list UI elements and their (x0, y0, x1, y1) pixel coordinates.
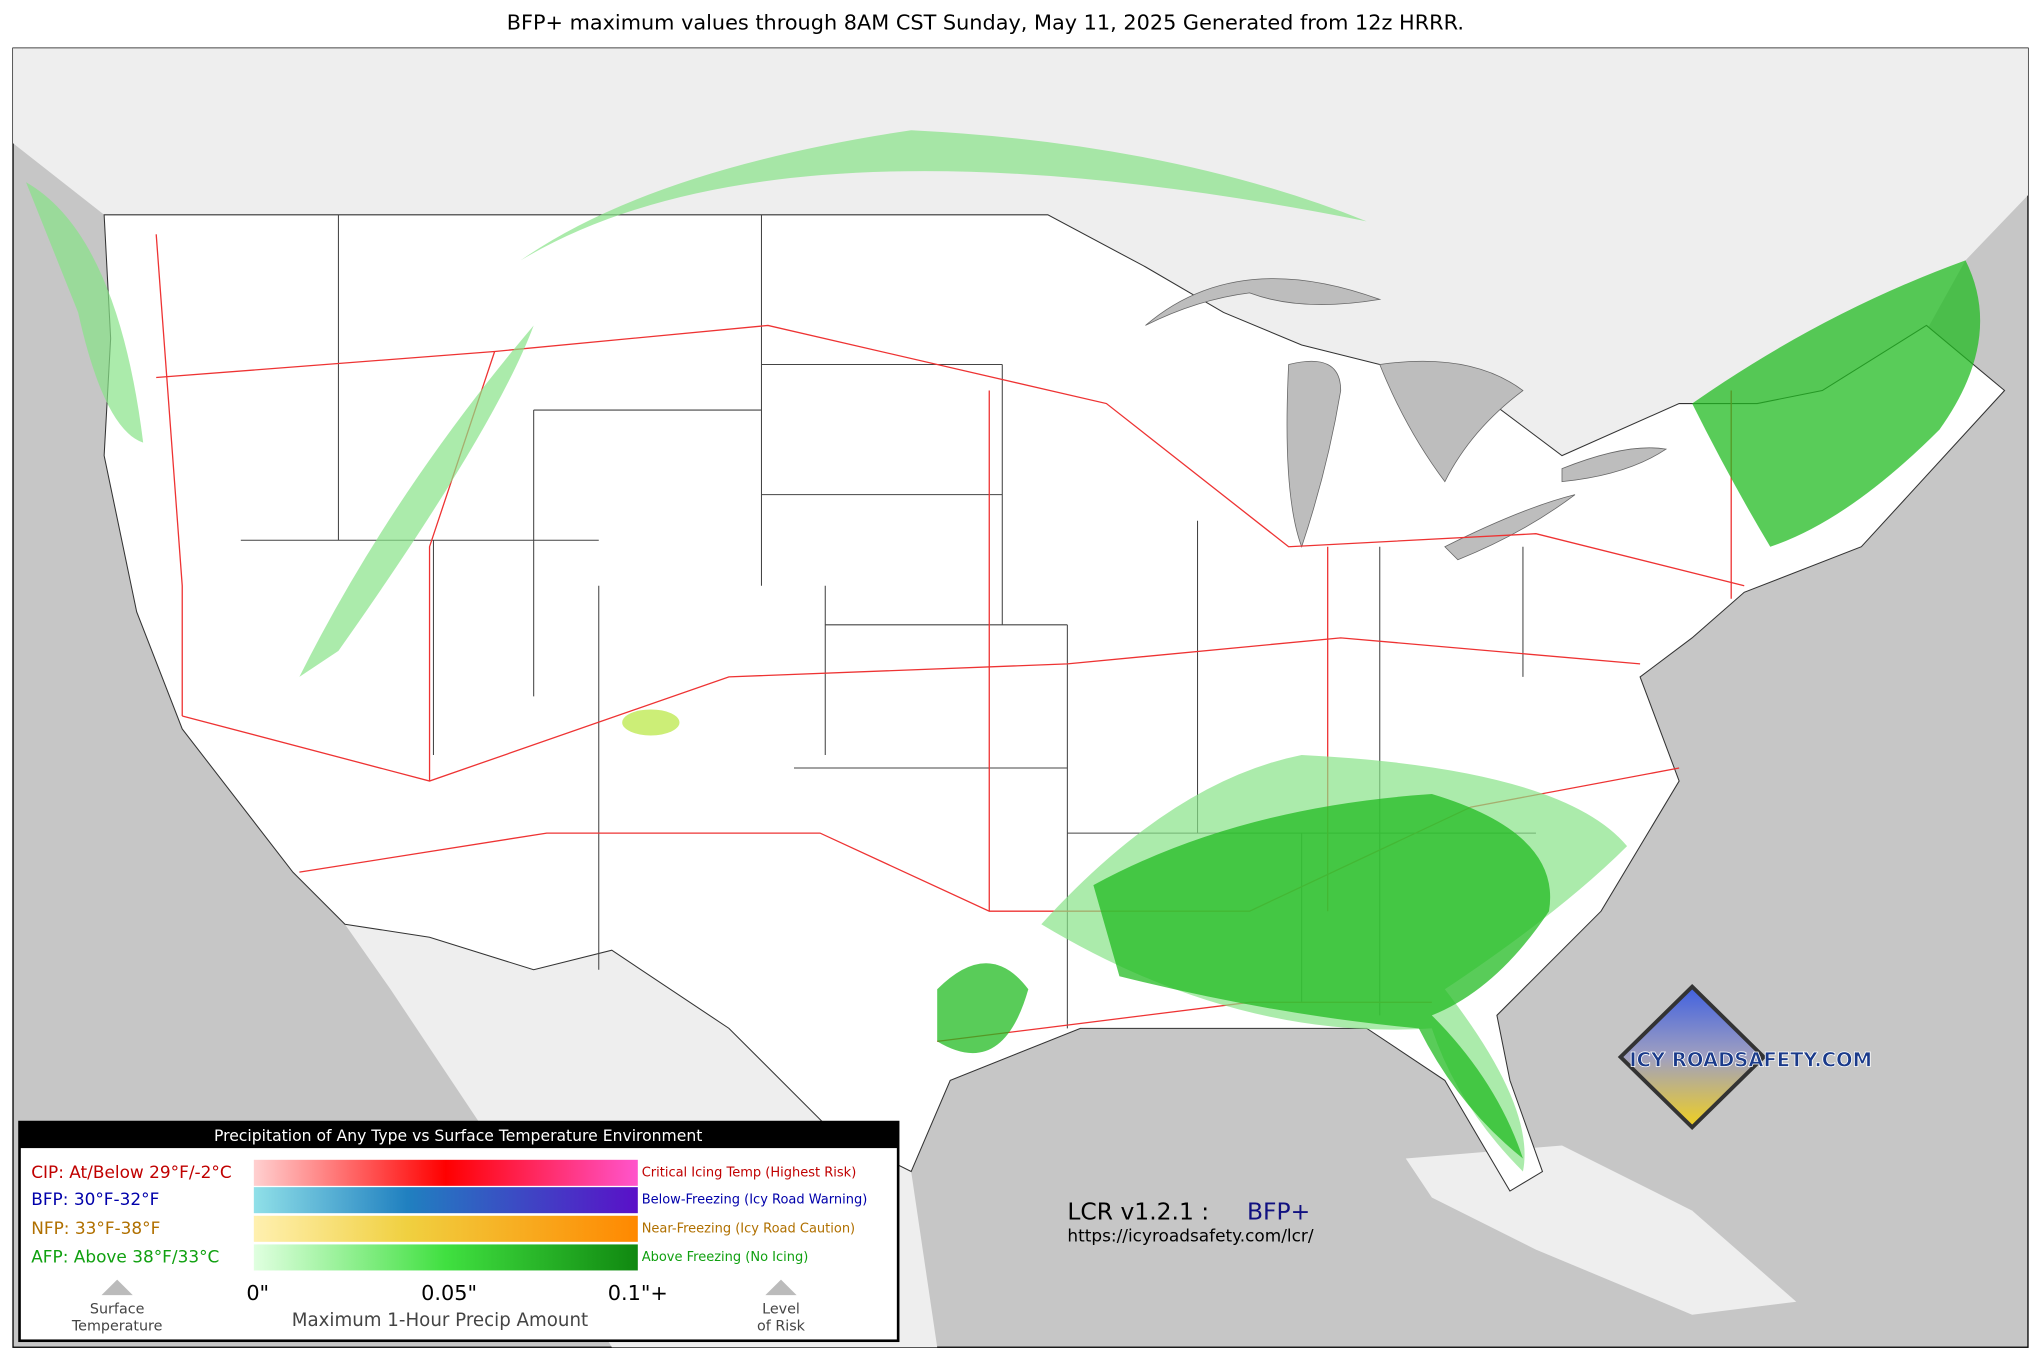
united-states (103, 214, 2006, 1192)
legend-heading: Precipitation of Any Type vs Surface Tem… (214, 1127, 702, 1145)
legend-label: AFP: Above 38°F/33°C (31, 1246, 219, 1266)
precipitation (26, 130, 1981, 1172)
product-label: LCR v1.2.1 : BFP+ https://icyroadsafety.… (1067, 1198, 1313, 1246)
legend-swatch (253, 1215, 638, 1242)
cuba (1405, 1145, 1797, 1315)
caption: Temperature (71, 1318, 163, 1334)
legend-box (18, 1120, 900, 1343)
scale-label: Maximum 1-Hour Precip Amount (292, 1310, 588, 1331)
legend-swatch (253, 1244, 638, 1271)
legend-header (19, 1122, 899, 1149)
legend-label: CIP: At/Below 29°F/-2°C (31, 1162, 231, 1182)
legend-description: Critical Icing Temp (Highest Risk) (642, 1165, 857, 1180)
legend-swatch (253, 1187, 638, 1214)
product-name: BFP+ (1247, 1198, 1310, 1226)
caption: Surface (90, 1302, 145, 1318)
legend-description: Near-Freezing (Icy Road Caution) (642, 1221, 855, 1236)
arrow-icon (101, 1279, 133, 1296)
scale-tick: 0.1"+ (608, 1281, 668, 1305)
caption: Level (762, 1302, 800, 1318)
version: LCR v1.2.1 : (1067, 1198, 1209, 1226)
legend-description: Below-Freezing (Icy Road Warning) (642, 1193, 868, 1208)
caption: of Risk (757, 1318, 806, 1334)
logo-text: ICY ROADSAFETY.COM (1629, 1048, 1872, 1071)
legend-description: Above Freezing (No Icing) (642, 1250, 809, 1265)
legend-label: NFP: 33°F-38°F (31, 1218, 160, 1238)
legend-label: BFP: 30°F-32°F (31, 1189, 159, 1209)
logo: ICY ROADSAFETY.COM (1617, 983, 1872, 1131)
map-title: BFP+ maximum values through 8AM CST Sund… (507, 10, 1464, 34)
great-lakes (1145, 278, 1668, 561)
product-url: https://icyroadsafety.com/lcr/ (1067, 1226, 1313, 1246)
scale-tick: 0" (246, 1281, 269, 1305)
legend: Precipitation of Any Type vs Surface Tem… (18, 1120, 900, 1343)
state-borders (240, 214, 1536, 1029)
scale-tick: 0.05" (421, 1281, 477, 1305)
arrow-icon (765, 1279, 797, 1296)
legend-swatch (253, 1159, 638, 1186)
precip-spot (622, 709, 680, 736)
logo-diamond (1617, 983, 1767, 1131)
